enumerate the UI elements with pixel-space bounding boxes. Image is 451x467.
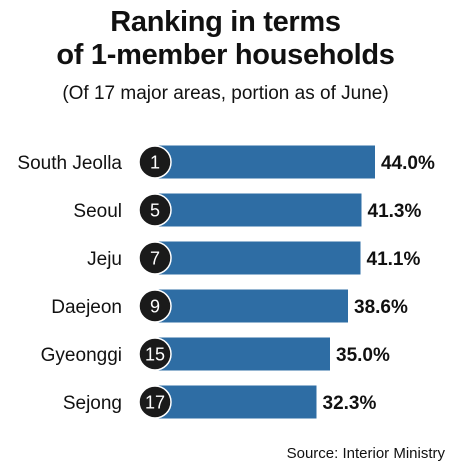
rank-badge bbox=[138, 241, 172, 275]
category-label: Jeju bbox=[87, 249, 122, 270]
category-label: Sejong bbox=[63, 393, 122, 414]
bar bbox=[155, 385, 317, 419]
chart-title: Ranking in terms of 1-member households bbox=[0, 6, 451, 72]
rank-label: 17 bbox=[145, 393, 165, 413]
bar-row: Gyeonggi 15 35.0% bbox=[41, 337, 390, 371]
bar-row: Jeju 7 41.1% bbox=[87, 241, 421, 275]
source-note: Source: Interior Ministry bbox=[286, 445, 445, 462]
bar bbox=[155, 193, 362, 227]
value-label: 38.6% bbox=[354, 297, 408, 318]
bar-row: South Jeolla 1 44.0% bbox=[17, 145, 435, 179]
value-label: 44.0% bbox=[381, 153, 435, 174]
chart-title-line-1: Ranking in terms bbox=[110, 6, 341, 38]
value-label: 32.3% bbox=[323, 393, 377, 414]
category-label: Daejeon bbox=[51, 297, 122, 318]
category-label: Seoul bbox=[73, 201, 122, 222]
bar-row: Seoul 5 41.3% bbox=[73, 193, 422, 227]
bar-row: Sejong 17 32.3% bbox=[63, 385, 377, 419]
rank-badge bbox=[138, 337, 172, 371]
rank-label: 9 bbox=[150, 297, 160, 317]
rank-badge bbox=[138, 289, 172, 323]
bar bbox=[155, 289, 348, 323]
value-label: 35.0% bbox=[336, 345, 390, 366]
bar bbox=[155, 337, 330, 371]
bar-row: Daejeon 9 38.6% bbox=[51, 289, 408, 323]
rank-label: 1 bbox=[150, 153, 160, 173]
chart-title-line-2: of 1-member households bbox=[56, 39, 395, 71]
rank-label: 5 bbox=[150, 201, 160, 221]
rank-badge bbox=[138, 385, 172, 419]
bar bbox=[155, 145, 375, 179]
bar-chart: South Jeolla 1 44.0% Seoul 5 41.3% Jeju 7 41.1% D… bbox=[17, 145, 435, 419]
value-label: 41.3% bbox=[368, 201, 422, 222]
rank-label: 7 bbox=[150, 249, 160, 269]
value-label: 41.1% bbox=[367, 249, 421, 270]
rank-badge bbox=[138, 145, 172, 179]
category-label: Gyeonggi bbox=[41, 345, 122, 366]
category-label: South Jeolla bbox=[17, 153, 122, 174]
rank-label: 15 bbox=[145, 345, 165, 365]
bar bbox=[155, 241, 361, 275]
rank-badge bbox=[138, 193, 172, 227]
chart-subtitle: (Of 17 major areas, portion as of June) bbox=[62, 83, 389, 104]
